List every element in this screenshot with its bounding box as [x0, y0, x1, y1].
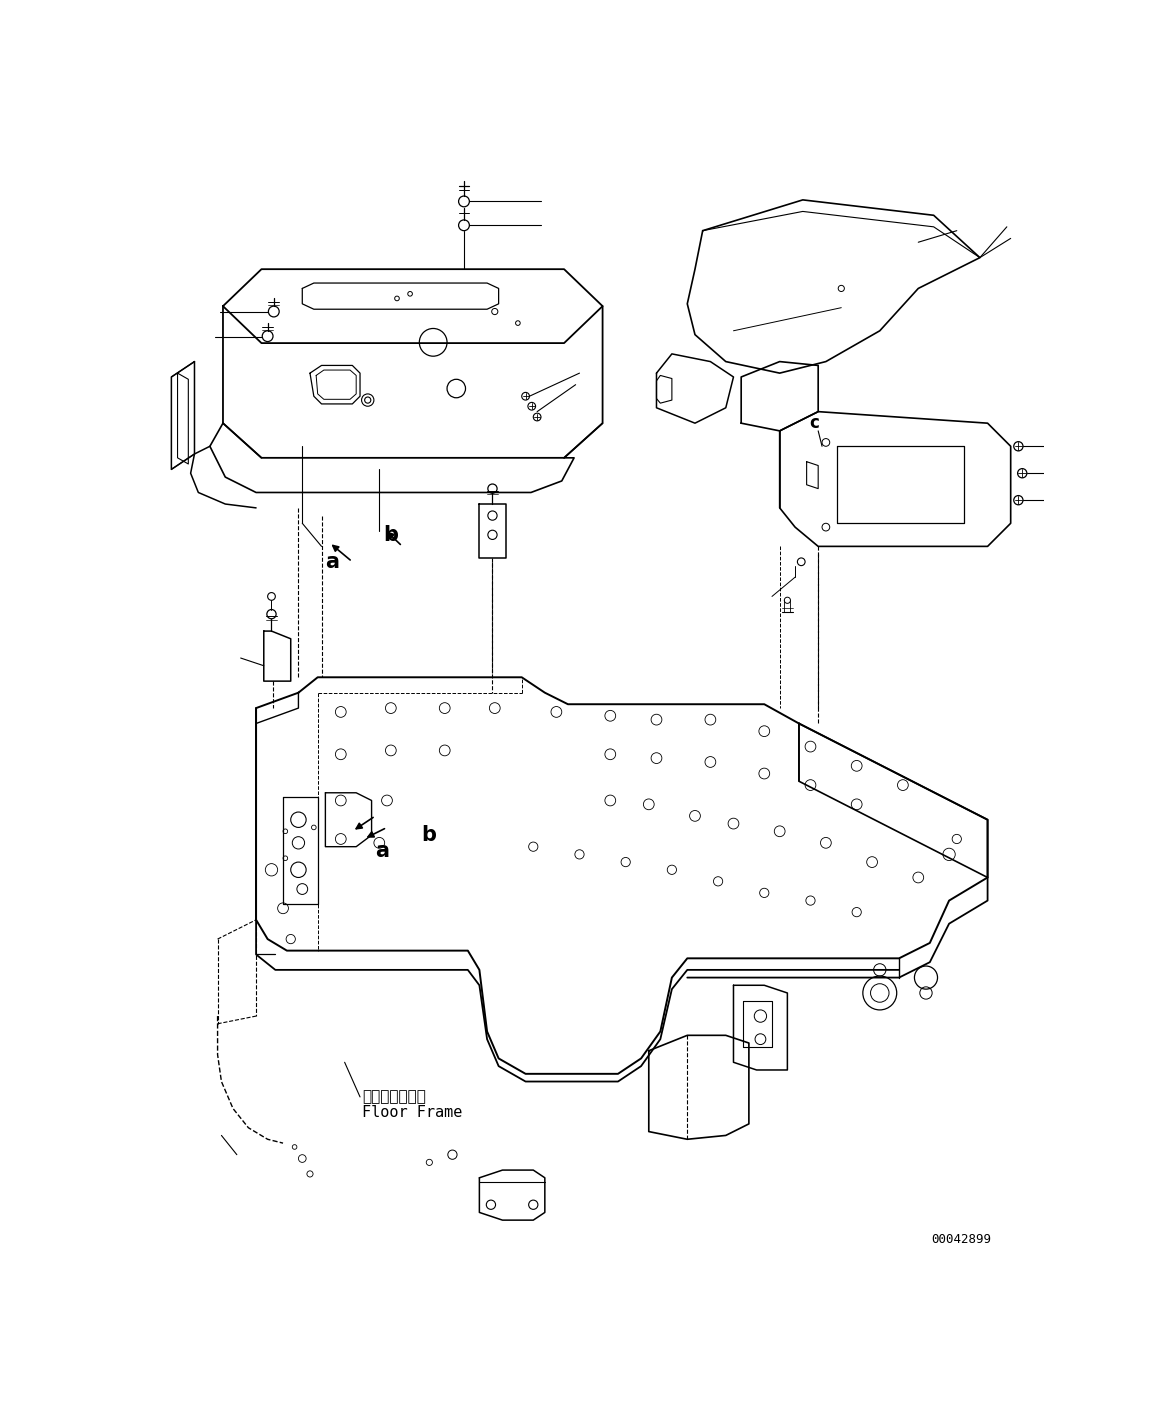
Text: a: a — [376, 841, 390, 861]
Text: c: c — [809, 414, 819, 433]
Text: b: b — [383, 524, 398, 545]
Text: a: a — [326, 552, 340, 572]
Text: 00042899: 00042899 — [932, 1233, 991, 1246]
Text: Floor Frame: Floor Frame — [363, 1105, 463, 1120]
Text: b: b — [422, 826, 436, 845]
Text: フロアフレーム: フロアフレーム — [363, 1089, 426, 1105]
